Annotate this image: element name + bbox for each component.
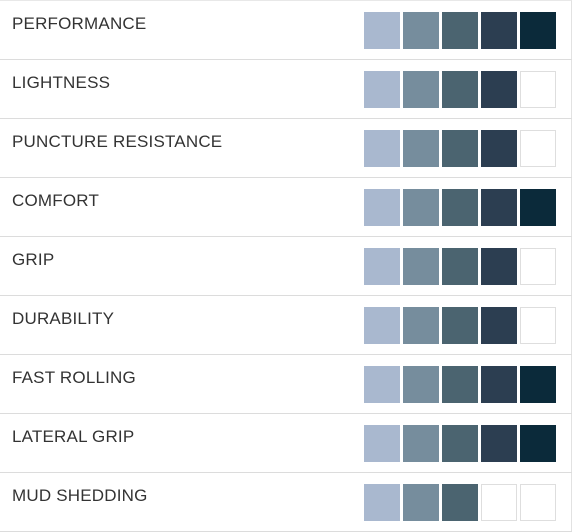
rating-box-filled xyxy=(364,366,400,403)
rating-box-filled xyxy=(442,366,478,403)
rating-box-filled xyxy=(403,71,439,108)
rating-box-filled xyxy=(403,366,439,403)
row-label: MUD SHEDDING xyxy=(12,486,148,505)
rating-box-filled xyxy=(403,12,439,49)
rating-box-filled xyxy=(364,248,400,285)
rating-box-filled xyxy=(364,307,400,344)
rating-row: FAST ROLLING xyxy=(0,355,572,414)
rating-box-filled xyxy=(481,366,517,403)
row-label: PUNCTURE RESISTANCE xyxy=(12,132,223,151)
rating-box-filled xyxy=(364,484,400,521)
rating-box-filled xyxy=(520,366,556,403)
rating-box-filled xyxy=(403,425,439,462)
rating-box-empty xyxy=(520,307,556,344)
rating-box-filled xyxy=(403,307,439,344)
rating-box-empty xyxy=(520,130,556,167)
rating-row: GRIP xyxy=(0,237,572,296)
row-label: LIGHTNESS xyxy=(12,73,111,92)
row-label: COMFORT xyxy=(12,191,100,210)
rating-box-filled xyxy=(481,248,517,285)
rating-box-filled xyxy=(481,307,517,344)
rating-box-filled xyxy=(364,130,400,167)
rating-box-empty xyxy=(520,484,556,521)
rating-box-filled xyxy=(481,71,517,108)
rating-box-filled xyxy=(364,71,400,108)
row-label: PERFORMANCE xyxy=(12,14,147,33)
rating-box-filled xyxy=(403,248,439,285)
rating-box-filled xyxy=(403,484,439,521)
rating-row: LATERAL GRIP xyxy=(0,414,572,473)
rating-box-filled xyxy=(442,248,478,285)
rating-box-filled xyxy=(364,12,400,49)
rating-box-empty xyxy=(481,484,517,521)
rating-row: COMFORT xyxy=(0,178,572,237)
rating-box-filled xyxy=(520,425,556,462)
rating-box-filled xyxy=(520,12,556,49)
rating-row: PUNCTURE RESISTANCE xyxy=(0,119,572,178)
row-label: LATERAL GRIP xyxy=(12,427,135,446)
row-label: GRIP xyxy=(12,250,55,269)
rating-box-filled xyxy=(442,484,478,521)
rating-box-empty xyxy=(520,248,556,285)
rating-box-filled xyxy=(442,130,478,167)
rating-box-filled xyxy=(403,130,439,167)
rating-box-filled xyxy=(520,189,556,226)
rating-row: MUD SHEDDING xyxy=(0,473,572,532)
rating-row: LIGHTNESS xyxy=(0,60,572,119)
rating-box-filled xyxy=(442,12,478,49)
rating-box-filled xyxy=(481,12,517,49)
rating-box-filled xyxy=(403,189,439,226)
rating-box-filled xyxy=(442,307,478,344)
row-label: FAST ROLLING xyxy=(12,368,136,387)
rating-box-filled xyxy=(442,425,478,462)
rating-box-filled xyxy=(364,189,400,226)
rating-row: DURABILITY xyxy=(0,296,572,355)
rating-box-filled xyxy=(481,425,517,462)
rating-row: PERFORMANCE xyxy=(0,1,572,60)
rating-box-filled xyxy=(481,189,517,226)
rating-box-filled xyxy=(364,425,400,462)
rating-box-filled xyxy=(442,189,478,226)
rating-box-empty xyxy=(520,71,556,108)
row-label: DURABILITY xyxy=(12,309,115,328)
rating-box-filled xyxy=(481,130,517,167)
rating-box-filled xyxy=(442,71,478,108)
